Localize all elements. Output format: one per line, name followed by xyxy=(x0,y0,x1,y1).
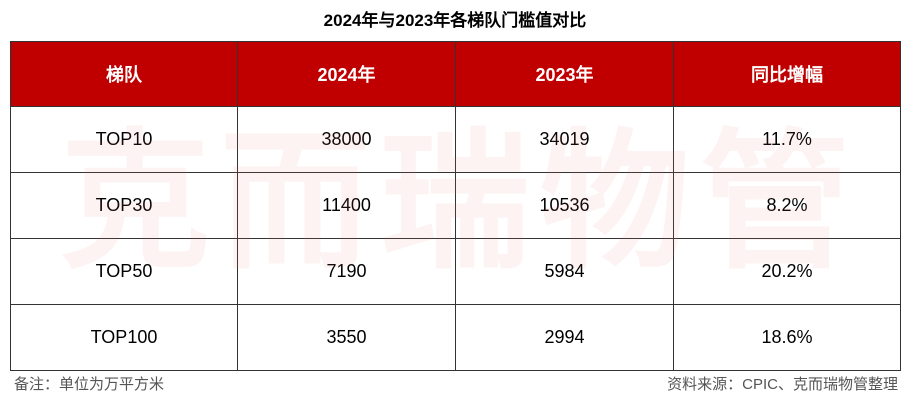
table-row: TOP10 38000 34019 11.7% xyxy=(10,106,901,173)
table-cell: 11.7% xyxy=(673,106,901,173)
header-cell: 2023年 xyxy=(455,41,674,107)
note: 备注：单位为万平方米 xyxy=(14,376,165,393)
table-cell: TOP30 xyxy=(10,172,238,239)
table-cell: 5984 xyxy=(455,238,674,305)
table-cell: 8.2% xyxy=(673,172,901,239)
table-cell: 3550 xyxy=(237,304,456,371)
header-row: 梯队 2024年 2023年 同比增幅 xyxy=(10,41,901,107)
table-cell: TOP50 xyxy=(10,238,238,305)
table-body: TOP10 38000 34019 11.7% TOP30 11400 10536 8.2% T… xyxy=(10,106,901,371)
header-cell: 同比增幅 xyxy=(673,41,901,107)
header-cell: 梯队 xyxy=(10,41,238,107)
table-cell: 38000 xyxy=(237,106,456,173)
table-cell: 10536 xyxy=(455,172,674,239)
table-cell: TOP100 xyxy=(10,304,238,371)
table: 梯队 2024年 2023年 同比增幅 TOP10 38000 34019 11.7% TOP… xyxy=(10,41,901,371)
source: 资料来源：CPIC、克而瑞物管整理 xyxy=(667,376,898,393)
header-cell: 2024年 xyxy=(237,41,456,107)
table-cell: 7190 xyxy=(237,238,456,305)
table-cell: 34019 xyxy=(455,106,674,173)
table-cell: TOP10 xyxy=(10,106,238,173)
table-row: TOP30 11400 10536 8.2% xyxy=(10,172,901,239)
watermark: 克而瑞物管 xyxy=(59,118,860,286)
table-cell: 18.6% xyxy=(673,304,901,371)
table-row: TOP50 7190 5984 20.2% xyxy=(10,238,901,305)
table-row: TOP100 3550 2994 18.6% xyxy=(10,304,901,371)
title: 2024年与2023年各梯队门槛值对比 xyxy=(323,11,587,30)
table-cell: 2994 xyxy=(455,304,674,371)
table-cell: 11400 xyxy=(237,172,456,239)
